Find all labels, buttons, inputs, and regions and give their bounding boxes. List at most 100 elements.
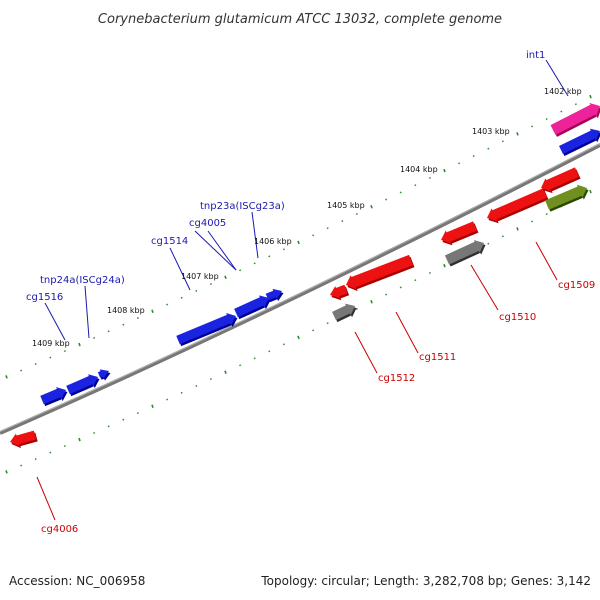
minor-tick: [312, 329, 315, 332]
minor-tick: [414, 184, 417, 187]
minor-tick: [253, 357, 256, 360]
minor-tick: [63, 445, 66, 448]
minor-tick: [312, 234, 315, 237]
leader-line: [169, 247, 191, 291]
gene-label-cg1514[interactable]: cg1514: [151, 236, 188, 247]
major-tick: [78, 437, 81, 442]
leader-line: [207, 230, 237, 271]
minor-tick: [122, 323, 125, 326]
major-tick: [224, 370, 227, 374]
gene-label-tnp24a[interactable]: tnp24a(ISCg24a): [40, 275, 125, 286]
gene-label-cg1511[interactable]: cg1511: [419, 352, 456, 363]
major-tick: [5, 375, 8, 379]
major-tick: [370, 300, 373, 304]
gene-arrow-int1[interactable]: [559, 128, 600, 157]
major-tick: [443, 168, 446, 173]
gene-label-cg1512[interactable]: cg1512: [378, 373, 415, 384]
minor-tick: [531, 220, 534, 223]
gene-label-cg1510[interactable]: cg1510: [499, 312, 536, 323]
outer-tick-row: [5, 94, 592, 379]
topology-text: Topology: circular; Length: 3,282,708 bp…: [261, 574, 591, 588]
minor-tick: [487, 147, 490, 150]
minor-tick: [63, 350, 66, 353]
minor-tick: [20, 464, 23, 467]
minor-tick: [107, 330, 110, 333]
minor-tick: [399, 191, 402, 194]
kbp-label: 1403 kbp: [472, 127, 510, 136]
forward-gene-labels: int1 tnp23a(ISCg23a) cg4005 cg1514 tnp24…: [26, 50, 545, 303]
gene-label-cg4006[interactable]: cg4006: [41, 524, 78, 535]
leader-line: [545, 59, 569, 97]
major-tick: [589, 189, 592, 194]
kbp-label: 1409 kbp: [32, 339, 70, 348]
minor-tick: [282, 343, 285, 346]
minor-tick: [399, 286, 402, 289]
major-tick: [151, 404, 154, 409]
major-tick: [297, 240, 300, 245]
gene-label-cg1516[interactable]: cg1516: [26, 292, 63, 303]
minor-tick: [487, 242, 490, 245]
kbp-label: 1402 kbp: [544, 87, 582, 96]
gene-arrow-tnp23a[interactable]: [265, 288, 284, 303]
gene-features: [10, 102, 600, 449]
gene-arrow-cg1509-b[interactable]: [541, 167, 581, 194]
minor-tick: [326, 227, 329, 230]
minor-tick: [49, 451, 52, 454]
major-tick: [516, 132, 519, 136]
major-tick: [589, 94, 592, 99]
major-tick: [5, 470, 8, 474]
minor-tick: [428, 176, 431, 179]
gene-arrow-cg1509[interactable]: [487, 188, 549, 224]
gene-arrow-tnp24a[interactable]: [66, 374, 100, 397]
leader-line: [36, 476, 56, 521]
leader-line: [395, 311, 419, 354]
minor-tick: [545, 117, 548, 121]
gene-label-cg1509[interactable]: cg1509: [558, 280, 595, 291]
major-tick: [151, 309, 154, 314]
accession-text: Accession: NC_006958: [9, 574, 146, 588]
minor-tick: [209, 378, 212, 381]
minor-tick: [34, 458, 37, 461]
minor-tick: [195, 384, 198, 387]
gene-label-cg4005[interactable]: cg4005: [189, 218, 226, 229]
minor-tick: [239, 364, 242, 367]
gene-arrow-int1-magenta[interactable]: [550, 102, 600, 137]
gene-label-int1[interactable]: int1: [526, 50, 545, 61]
major-tick: [297, 335, 300, 340]
minor-tick: [428, 271, 431, 274]
kbp-label: 1406 kbp: [254, 237, 292, 246]
minor-tick: [531, 125, 534, 128]
major-tick: [224, 275, 227, 279]
gene-arrow-cg4006[interactable]: [10, 430, 38, 449]
leader-line: [194, 230, 237, 271]
gene-arrow-tnp24a-2[interactable]: [97, 369, 111, 381]
gene-arrow-cg1512-gray[interactable]: [332, 303, 357, 323]
minor-tick: [545, 212, 548, 216]
minor-tick: [122, 418, 125, 421]
leader-line: [251, 211, 259, 259]
gene-arrow-cg1516[interactable]: [40, 387, 68, 407]
minor-tick: [458, 162, 461, 165]
reverse-gene-labels: cg1509 cg1510 cg1511 cg1512 cg4006: [41, 280, 595, 535]
major-tick: [443, 263, 446, 268]
gene-arrow-cg4005[interactable]: [234, 295, 271, 320]
genome-backbone: [0, 143, 600, 435]
gene-arrow-cg1510[interactable]: [441, 221, 479, 246]
gene-arrow-cg1510-gray[interactable]: [444, 239, 486, 267]
minor-tick: [253, 262, 256, 265]
minor-tick: [49, 356, 52, 359]
gene-arrow-cg1514[interactable]: [176, 313, 238, 347]
inner-tick-row: [5, 189, 592, 474]
minor-tick: [93, 431, 96, 435]
gene-arrow-cg1512[interactable]: [330, 284, 350, 301]
minor-tick: [93, 336, 96, 340]
map-title: Corynebacterium glutamicum ATCC 13032, c…: [98, 12, 502, 27]
minor-tick: [501, 140, 504, 143]
minor-tick: [385, 198, 388, 201]
minor-tick: [385, 293, 388, 296]
gene-arrow-cg1511[interactable]: [346, 254, 415, 292]
gene-label-tnp23a[interactable]: tnp23a(ISCg23a): [200, 201, 285, 212]
minor-tick: [20, 369, 23, 372]
gene-arrow-cg1509-olive[interactable]: [545, 184, 589, 212]
